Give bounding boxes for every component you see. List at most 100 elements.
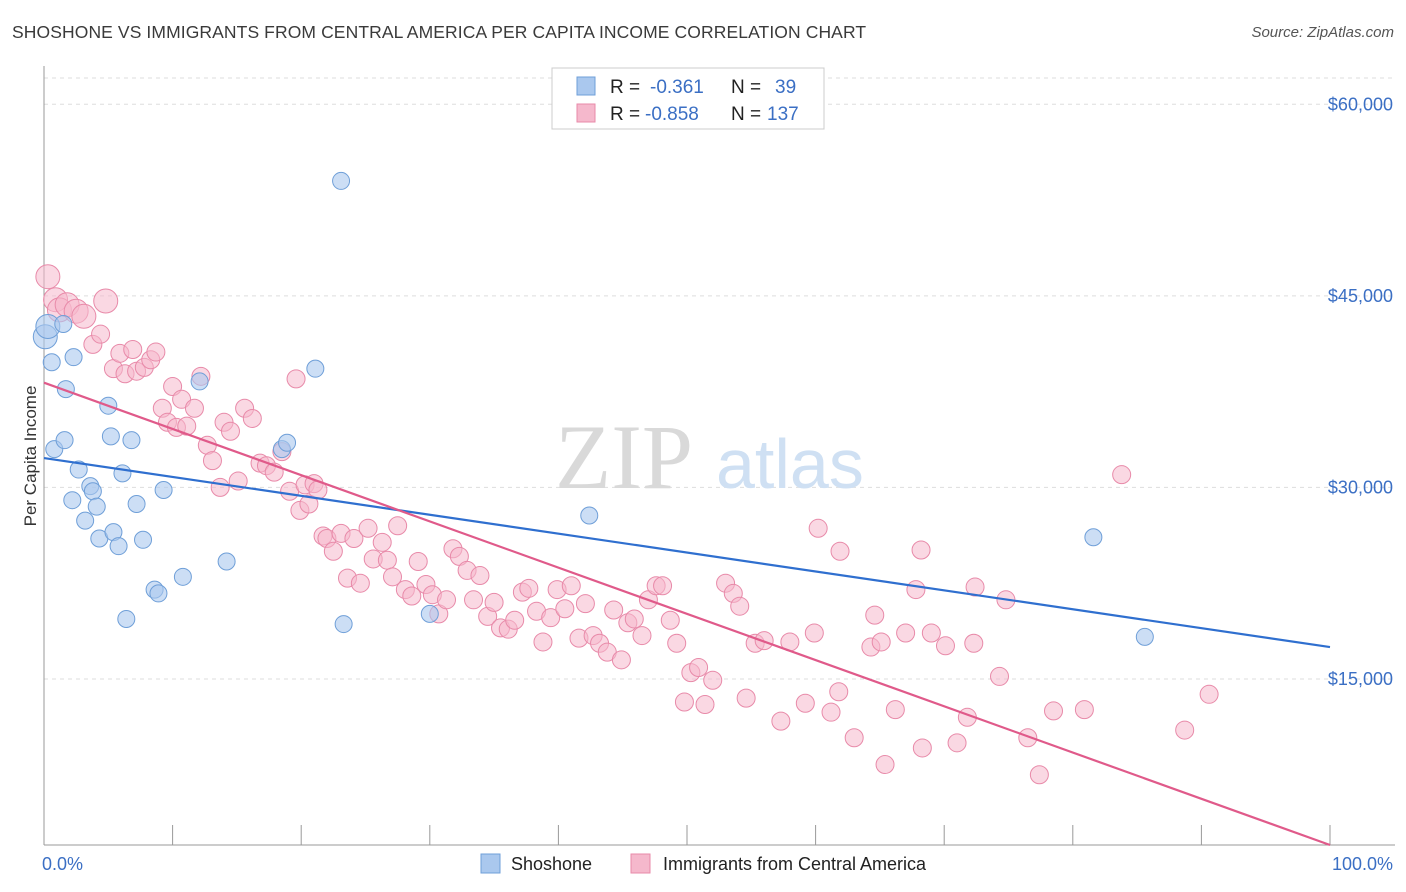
shoshone-point-32 [306,359,325,378]
immigrants-point-137 [865,605,885,625]
immigrants-point-113 [821,702,841,722]
shoshone-point-33 [332,171,351,190]
y-tick-labels: $15,000 $30,000 $45,000 $60,000 [1328,94,1393,689]
shoshone-point-20 [117,609,136,628]
shoshone-point-22 [127,495,146,514]
bottom-legend-immigrants: Immigrants from Central America [663,854,927,874]
immigrants-point-99 [689,657,709,677]
immigrants-point-16 [146,342,166,362]
immigrants-point-56 [388,516,408,536]
immigrants-point-8 [93,288,119,314]
legend-r-label-2: R = [610,104,640,125]
legend-swatch-immigrants [576,103,596,123]
immigrants-point-101 [703,670,723,690]
immigrants-point-136 [830,541,850,561]
immigrants-point-140 [965,577,985,597]
immigrants-point-134 [1175,720,1195,740]
immigrants-point-80 [555,599,575,619]
immigrants-point-139 [947,733,967,753]
shoshone-point-35 [420,604,439,623]
immigrants-point-115 [844,728,864,748]
immigrants-point-88 [611,650,631,670]
shoshone-point-18 [109,537,128,556]
immigrants-point-95 [660,610,680,630]
immigrants-point-23 [184,398,204,418]
shoshone-point-29 [217,552,236,571]
immigrants-point-120 [896,623,916,643]
shoshone-point-8 [64,348,83,367]
immigrants-point-5 [71,303,97,329]
immigrants-point-105 [736,688,756,708]
immigrants-point-81 [561,576,581,596]
watermark: ZIP atlas [555,406,864,508]
immigrants-point-108 [771,711,791,731]
shoshone-point-21 [122,431,141,450]
shoshone-point-19 [113,464,132,483]
series-legend: Shoshone Immigrants from Central America [480,853,927,874]
immigrants-point-100 [695,695,715,715]
immigrants-point-55 [383,567,403,587]
immigrants-point-26 [202,451,222,471]
shoshone-point-5 [55,431,74,450]
shoshone-point-10 [76,511,95,530]
immigrants-point-96 [667,633,687,653]
immigrants-point-123 [921,623,941,643]
shoshone-point-9 [69,460,88,479]
immigrants-point-54 [377,550,397,570]
trend-lines [43,381,1331,847]
shoshone-point-12 [83,482,102,501]
shoshone-point-13 [87,497,106,516]
immigrants-point-111 [804,623,824,643]
immigrants-point-49 [344,529,364,549]
source-credit: Source: ZipAtlas.com [1251,24,1394,41]
immigrants-point-132 [1074,700,1094,720]
immigrants-point-122 [912,738,932,758]
shoshone-point-31 [278,433,297,452]
legend-n-value-1: 39 [775,77,796,98]
immigrants-point-77 [533,632,553,652]
shoshone-point-27 [173,567,192,586]
immigrants-point-121 [906,580,926,600]
x-tick-label-max: 100.0% [1332,854,1393,874]
immigrants-point-68 [470,566,490,586]
immigrants-point-29 [220,421,240,441]
immigrants-point-127 [989,666,1009,686]
shoshone-point-28 [190,372,209,391]
shoshone-point-23 [134,530,153,549]
immigrants-point-59 [408,551,428,571]
legend-swatch-shoshone [576,76,596,96]
immigrants-point-131 [1044,701,1064,721]
immigrants-point-70 [484,592,504,612]
bottom-legend-swatch-shoshone [480,853,501,874]
y-tick-label-0: $15,000 [1328,669,1393,689]
shoshone-point-26 [154,480,173,499]
immigrants-point-118 [875,755,895,775]
immigrants-point-135 [1199,684,1219,704]
immigrants-point-90 [624,609,644,629]
watermark-zip: ZIP [555,406,693,508]
immigrants-point-41 [299,494,319,514]
immigrants-point-110 [795,693,815,713]
y-tick-label-1: $30,000 [1328,477,1393,497]
bottom-legend-swatch-immigrants [630,853,651,874]
immigrants-point-83 [575,594,595,614]
shoshone-point-7 [63,491,82,510]
immigrants-point-104 [730,596,750,616]
legend-r-value-1: -0.361 [650,77,704,98]
immigrants-point-133 [1112,465,1132,485]
chart-title: SHOSHONE VS IMMIGRANTS FROM CENTRAL AMER… [12,22,867,42]
immigrants-point-119 [885,700,905,720]
immigrants-point-75 [519,578,539,598]
legend-n-label-1: N = [731,77,761,98]
y-tick-label-2: $45,000 [1328,286,1393,306]
immigrants-point-12 [123,340,143,360]
immigrants-point-46 [323,541,343,561]
x-tick-label-min: 0.0% [42,854,83,874]
watermark-atlas: atlas [716,425,864,503]
immigrants-point-0 [35,264,61,290]
immigrants-point-58 [402,586,422,606]
immigrants-point-94 [653,576,673,596]
shoshone-point-16 [101,427,120,446]
legend-n-label-2: N = [731,104,761,125]
immigrants-point-53 [372,532,392,552]
